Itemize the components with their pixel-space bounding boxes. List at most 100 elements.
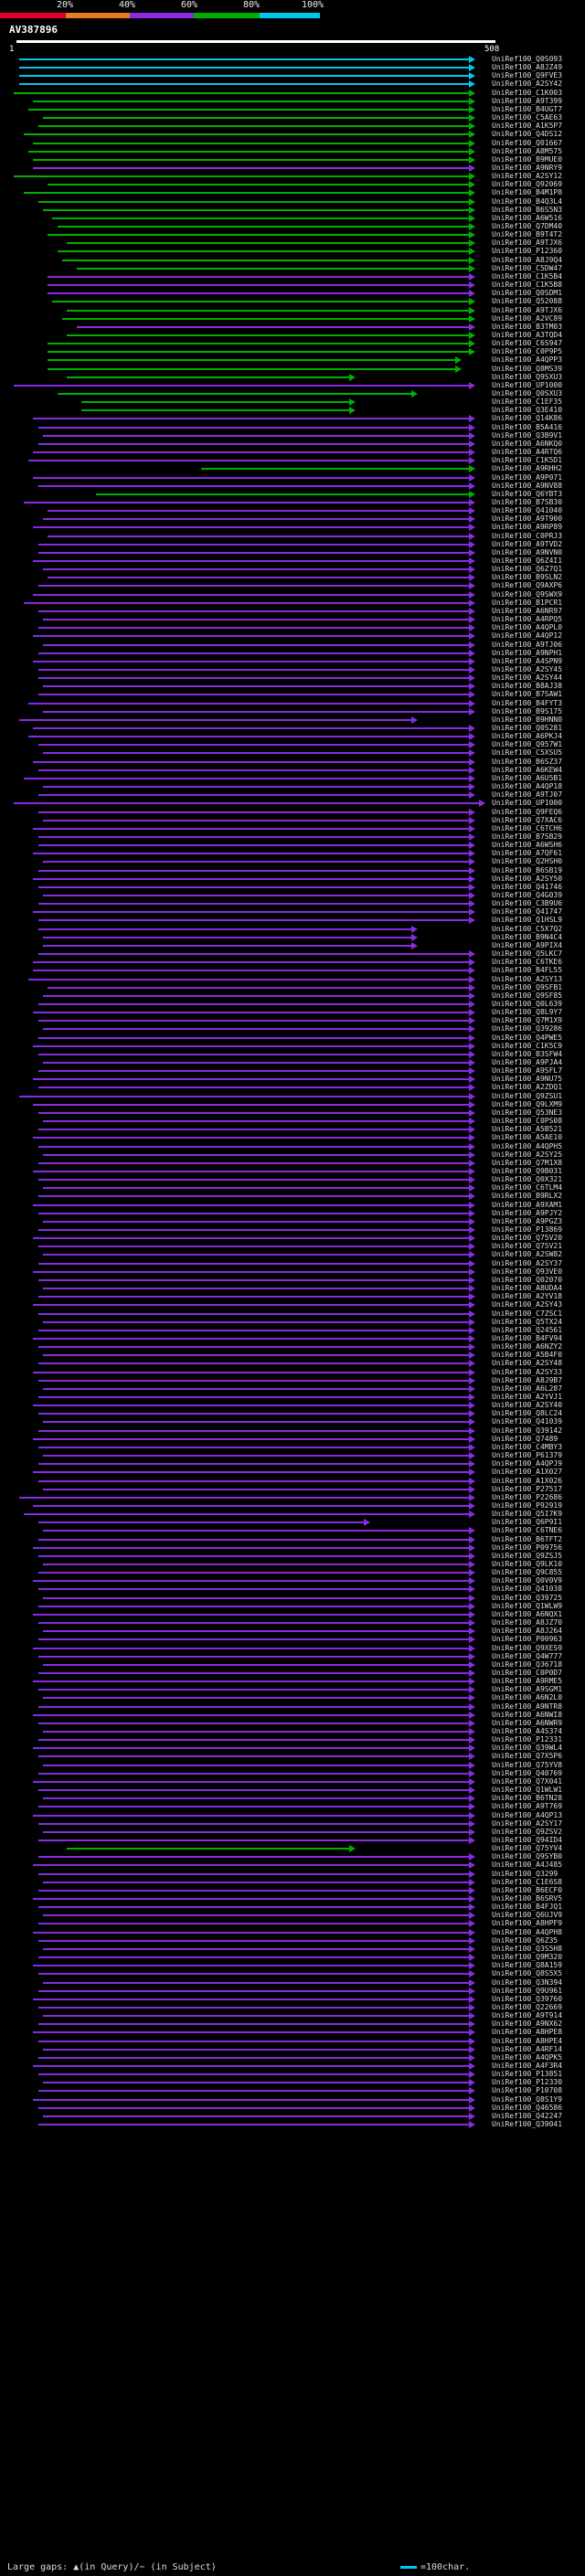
- hit-bar[interactable]: [37, 1739, 471, 1742]
- hit-bar[interactable]: [37, 1479, 471, 1482]
- hit-label[interactable]: UniRef100_Q9SF85: [492, 991, 563, 1000]
- hit-label[interactable]: UniRef100_A6W516: [492, 213, 563, 222]
- hit-label[interactable]: UniRef100_P12360: [492, 247, 563, 256]
- hit-label[interactable]: UniRef100_Q0S093: [492, 55, 563, 63]
- hit-label[interactable]: UniRef100_C1K003: [492, 88, 563, 97]
- hit-label[interactable]: UniRef100_Q3299: [492, 1869, 558, 1878]
- hit-bar[interactable]: [18, 67, 471, 69]
- hit-row[interactable]: UniRef100_B3TM03: [0, 323, 585, 331]
- hit-row[interactable]: UniRef100_A8J264: [0, 1627, 585, 1636]
- hit-label[interactable]: UniRef100_C6TNE6: [492, 1526, 563, 1535]
- hit-bar[interactable]: [33, 1647, 471, 1649]
- hit-bar[interactable]: [28, 108, 471, 111]
- hit-row[interactable]: UniRef100_C7ZSC1: [0, 1309, 585, 1318]
- hit-label[interactable]: UniRef100_A4QP13: [492, 1810, 563, 1819]
- hit-bar[interactable]: [37, 1655, 471, 1658]
- hit-label[interactable]: UniRef100_Q0L639: [492, 999, 563, 1008]
- hit-label[interactable]: UniRef100_Q01667: [492, 138, 563, 147]
- hit-label[interactable]: UniRef100_Q22669: [492, 2002, 563, 2011]
- hit-bar[interactable]: [33, 853, 471, 855]
- hit-bar[interactable]: [33, 877, 471, 880]
- hit-bar[interactable]: [42, 1630, 471, 1633]
- hit-row[interactable]: UniRef100_A8HPF9: [0, 1919, 585, 1928]
- hit-label[interactable]: UniRef100_Q24561: [492, 1325, 563, 1334]
- hit-row[interactable]: UniRef100_C4MBY3: [0, 1443, 585, 1451]
- hit-bar[interactable]: [42, 786, 471, 789]
- hit-label[interactable]: UniRef100_Q42247: [492, 2111, 563, 2120]
- hit-row[interactable]: UniRef100_A8UDA4: [0, 1284, 585, 1293]
- hit-label[interactable]: UniRef100_A1X027: [492, 1468, 563, 1477]
- hit-label[interactable]: UniRef100_A4RTQ6: [492, 448, 563, 457]
- hit-row[interactable]: UniRef100_P00963: [0, 1635, 585, 1644]
- hit-label[interactable]: UniRef100_Q0S281: [492, 724, 563, 732]
- hit-row[interactable]: UniRef100_A9NVN0: [0, 548, 585, 557]
- hit-row[interactable]: UniRef100_Q9ZSV2: [0, 1828, 585, 1836]
- hit-bar[interactable]: [42, 2015, 471, 2018]
- hit-row[interactable]: UniRef100_Q9SF85: [0, 991, 585, 1000]
- hit-row[interactable]: UniRef100_A9NPH1: [0, 649, 585, 657]
- hit-label[interactable]: UniRef100_Q1WLW9: [492, 1601, 563, 1610]
- hit-bar[interactable]: [37, 1329, 471, 1331]
- hit-bar[interactable]: [67, 309, 471, 312]
- hit-label[interactable]: UniRef100_A2SY33: [492, 1367, 563, 1376]
- hit-row[interactable]: UniRef100_Q9M320: [0, 1953, 585, 1962]
- hit-row[interactable]: UniRef100_Q1WLW1: [0, 1786, 585, 1795]
- hit-bar[interactable]: [33, 970, 471, 972]
- hit-row[interactable]: UniRef100_Q3B9V1: [0, 431, 585, 440]
- hit-label[interactable]: UniRef100_A4QPP3: [492, 355, 563, 365]
- hit-bar[interactable]: [37, 744, 471, 747]
- hit-row[interactable]: UniRef100_Q39725: [0, 1594, 585, 1602]
- hit-bar[interactable]: [28, 978, 471, 981]
- hit-row[interactable]: UniRef100_A4QP12: [0, 631, 585, 641]
- hit-row[interactable]: UniRef100_P92919: [0, 1501, 585, 1510]
- hit-row[interactable]: UniRef100_A2SY12: [0, 172, 585, 181]
- hit-label[interactable]: UniRef100_Q9FVE3: [492, 71, 563, 80]
- hit-label[interactable]: UniRef100_Q9C855: [492, 1568, 563, 1577]
- hit-bar[interactable]: [37, 1638, 471, 1641]
- hit-bar[interactable]: [48, 343, 471, 345]
- hit-bar[interactable]: [33, 635, 471, 638]
- hit-row[interactable]: UniRef100_B9SLN2: [0, 573, 585, 582]
- hit-label[interactable]: UniRef100_A2SY50: [492, 874, 563, 883]
- hit-label[interactable]: UniRef100_Q9LXM9: [492, 1099, 563, 1108]
- hit-label[interactable]: UniRef100_Q39142: [492, 1426, 563, 1435]
- hit-row[interactable]: UniRef100_C1K5B4: [0, 272, 585, 281]
- hit-label[interactable]: UniRef100_A8HPF9: [492, 1919, 563, 1928]
- hit-bar[interactable]: [80, 401, 350, 404]
- hit-label[interactable]: UniRef100_Q8MS39: [492, 364, 563, 373]
- hit-bar[interactable]: [33, 1044, 471, 1047]
- hit-row[interactable]: UniRef100_A4J485: [0, 1860, 585, 1870]
- hit-bar[interactable]: [37, 2090, 471, 2093]
- hit-row[interactable]: UniRef100_A4QPH8: [0, 1928, 585, 1936]
- hit-bar[interactable]: [23, 1513, 471, 1516]
- hit-label[interactable]: UniRef100_Q6UJV9: [492, 1911, 563, 1920]
- hit-row[interactable]: UniRef100_Q9C855: [0, 1568, 585, 1577]
- hit-bar[interactable]: [37, 1070, 471, 1073]
- hit-row[interactable]: UniRef100_A7QF61: [0, 849, 585, 858]
- hit-label[interactable]: UniRef100_Q40769: [492, 1768, 563, 1777]
- hit-label[interactable]: UniRef100_A8HPE8: [492, 2028, 563, 2037]
- hit-label[interactable]: UniRef100_Q8S5X5: [492, 1969, 563, 1978]
- hit-label[interactable]: UniRef100_A3TQD4: [492, 330, 563, 339]
- hit-bar[interactable]: [37, 2056, 471, 2059]
- hit-row[interactable]: UniRef100_Q3N394: [0, 1978, 585, 1987]
- hit-bar[interactable]: [37, 869, 471, 872]
- hit-bar[interactable]: [42, 1354, 471, 1357]
- hit-bar[interactable]: [28, 702, 471, 705]
- hit-label[interactable]: UniRef100_C1K5B4: [492, 271, 563, 281]
- hit-row[interactable]: UniRef100_Q52088: [0, 297, 585, 306]
- hit-bar[interactable]: [42, 1153, 471, 1156]
- hit-row[interactable]: UniRef100_B9T4T2: [0, 230, 585, 239]
- hit-label[interactable]: UniRef100_Q3E410: [492, 406, 563, 415]
- hit-bar[interactable]: [48, 359, 456, 362]
- hit-row[interactable]: UniRef100_Q3299: [0, 1870, 585, 1878]
- hit-row[interactable]: UniRef100_A2SY44: [0, 673, 585, 683]
- hit-label[interactable]: UniRef100_A9P071: [492, 472, 563, 482]
- hit-label[interactable]: UniRef100_Q957W1: [492, 740, 563, 749]
- hit-bar[interactable]: [42, 1387, 471, 1390]
- hit-row[interactable]: UniRef100_Q5LKC7: [0, 949, 585, 959]
- hit-label[interactable]: UniRef100_Q5TX24: [492, 1317, 563, 1326]
- hit-label[interactable]: UniRef100_A2SY48: [492, 1359, 563, 1368]
- hit-label[interactable]: UniRef100_A2SY12: [492, 172, 563, 181]
- hit-label[interactable]: UniRef100_B4M1P8: [492, 188, 563, 197]
